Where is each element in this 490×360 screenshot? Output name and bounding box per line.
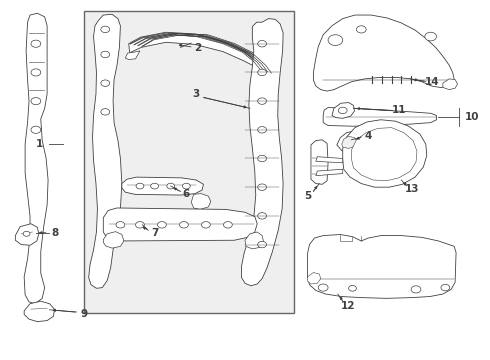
Circle shape (31, 98, 41, 105)
Polygon shape (311, 140, 328, 184)
Polygon shape (122, 177, 203, 195)
Circle shape (136, 222, 145, 228)
Circle shape (338, 107, 347, 114)
Circle shape (31, 40, 41, 47)
Circle shape (136, 183, 144, 189)
Circle shape (101, 26, 110, 33)
Text: 2: 2 (194, 43, 201, 53)
Text: 11: 11 (392, 105, 406, 116)
Circle shape (179, 222, 188, 228)
Polygon shape (24, 301, 54, 321)
Polygon shape (15, 224, 39, 245)
Circle shape (258, 213, 267, 219)
Circle shape (258, 69, 267, 76)
Circle shape (101, 109, 110, 115)
Polygon shape (24, 13, 48, 304)
Polygon shape (129, 32, 272, 69)
Circle shape (201, 222, 210, 228)
Text: 1: 1 (36, 139, 44, 149)
Polygon shape (191, 194, 211, 210)
Text: 10: 10 (465, 112, 479, 122)
Polygon shape (245, 232, 264, 249)
Polygon shape (351, 128, 417, 181)
Text: 12: 12 (341, 301, 355, 311)
Circle shape (258, 241, 267, 248)
Circle shape (151, 183, 159, 189)
Polygon shape (323, 108, 437, 126)
Polygon shape (103, 231, 124, 248)
Text: 6: 6 (183, 189, 190, 199)
Circle shape (258, 41, 267, 47)
Bar (84, 12, 294, 313)
Circle shape (328, 35, 343, 45)
Circle shape (258, 127, 267, 133)
Polygon shape (343, 120, 427, 187)
Polygon shape (316, 157, 343, 163)
Circle shape (158, 222, 166, 228)
Circle shape (356, 26, 366, 33)
Text: 7: 7 (151, 228, 158, 238)
Polygon shape (103, 208, 257, 241)
Circle shape (258, 98, 267, 104)
Circle shape (441, 284, 450, 291)
Circle shape (182, 183, 190, 189)
Polygon shape (443, 79, 458, 90)
Polygon shape (342, 136, 357, 148)
Circle shape (318, 284, 328, 291)
Polygon shape (308, 234, 456, 298)
Circle shape (23, 231, 30, 236)
Polygon shape (308, 273, 321, 284)
Text: 9: 9 (80, 309, 87, 319)
Text: 8: 8 (52, 228, 59, 238)
Polygon shape (316, 169, 343, 176)
Circle shape (411, 286, 421, 293)
Polygon shape (89, 14, 122, 288)
Circle shape (101, 51, 110, 58)
Text: 13: 13 (405, 184, 419, 194)
Circle shape (223, 222, 232, 228)
Circle shape (425, 32, 437, 41)
Circle shape (116, 222, 125, 228)
Circle shape (348, 285, 356, 291)
Text: 14: 14 (424, 77, 439, 87)
Circle shape (258, 184, 267, 190)
Text: 4: 4 (365, 131, 372, 140)
Circle shape (101, 80, 110, 86)
Text: 3: 3 (193, 89, 200, 99)
Circle shape (31, 69, 41, 76)
Circle shape (258, 155, 267, 162)
Polygon shape (337, 131, 363, 152)
Circle shape (31, 126, 41, 134)
Polygon shape (125, 51, 140, 59)
Polygon shape (332, 103, 354, 118)
Polygon shape (314, 15, 454, 91)
Circle shape (167, 183, 174, 189)
Text: 5: 5 (304, 191, 311, 201)
Polygon shape (242, 19, 283, 286)
